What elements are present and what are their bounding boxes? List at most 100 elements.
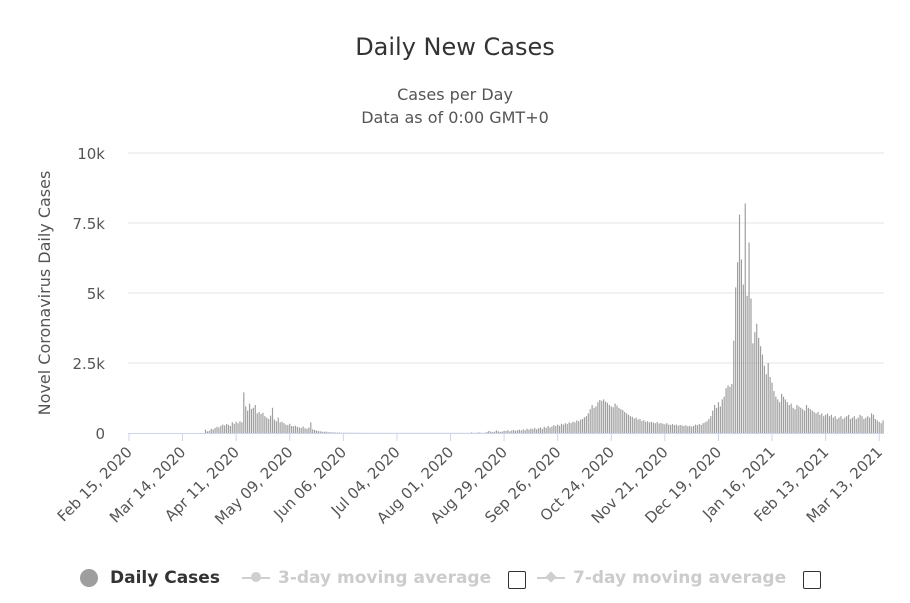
- bar: [758, 337, 760, 433]
- bar: [867, 416, 869, 433]
- bar: [756, 323, 758, 433]
- bar: [786, 402, 788, 433]
- legend-marker-circle-icon: [80, 569, 98, 587]
- bar: [631, 416, 633, 433]
- bar: [754, 332, 756, 433]
- bar: [779, 402, 781, 433]
- bar: [675, 424, 677, 433]
- bar: [792, 407, 794, 433]
- legend-item-3-day-average[interactable]: 3-day moving average: [242, 564, 491, 592]
- bar: [266, 417, 268, 433]
- y-tick-label: 0: [95, 425, 105, 443]
- toggle-7-day-average-checkbox[interactable]: [803, 571, 821, 589]
- bar: [252, 407, 254, 433]
- bar: [736, 262, 739, 433]
- bar: [218, 427, 220, 433]
- bar: [664, 424, 666, 433]
- bar: [570, 423, 572, 433]
- bar: [308, 427, 310, 433]
- bar: [486, 431, 488, 433]
- legend-item-7-day-average[interactable]: 7-day moving average: [537, 564, 786, 592]
- bar: [256, 413, 258, 433]
- bar: [589, 409, 591, 433]
- bar: [564, 423, 566, 433]
- bar: [505, 431, 507, 433]
- bar: [689, 425, 691, 433]
- bar: [826, 413, 829, 433]
- bar: [547, 426, 549, 433]
- bar: [714, 405, 716, 433]
- bar: [637, 419, 639, 433]
- toggle-3-day-average-checkbox[interactable]: [508, 571, 526, 589]
- bar: [545, 427, 547, 433]
- bar: [317, 431, 320, 433]
- bar: [696, 425, 698, 433]
- bar: [832, 417, 834, 433]
- bar: [306, 428, 308, 433]
- bar: [583, 417, 586, 433]
- bar: [872, 414, 875, 433]
- bar: [273, 419, 276, 433]
- bar: [723, 396, 725, 433]
- bar: [302, 426, 304, 433]
- legend-marker-diamond-icon: [537, 577, 565, 579]
- bar: [587, 413, 589, 433]
- chart-legend: Daily Cases 3-day moving average 7-day m…: [0, 564, 910, 592]
- bar: [794, 409, 796, 433]
- y-tick-label: 5k: [87, 285, 106, 303]
- bar: [800, 407, 802, 433]
- bar: [870, 413, 873, 433]
- bar: [848, 414, 850, 433]
- bar: [543, 426, 545, 433]
- legend-item-daily-cases[interactable]: Daily Cases: [80, 564, 220, 592]
- bar: [777, 399, 779, 433]
- bar: [241, 422, 243, 433]
- bar: [516, 430, 519, 433]
- bar: [553, 425, 555, 433]
- bar: [668, 424, 670, 433]
- bar: [851, 417, 854, 433]
- bar: [312, 429, 314, 433]
- bar: [296, 426, 298, 433]
- bar: [652, 422, 654, 433]
- bar: [694, 424, 697, 433]
- bar: [670, 424, 672, 433]
- bar: [530, 428, 532, 433]
- bar: [222, 424, 224, 433]
- bar: [254, 405, 256, 433]
- bar: [662, 423, 664, 433]
- bar: [235, 421, 237, 433]
- bar: [679, 424, 681, 433]
- bar: [627, 414, 630, 433]
- bar: [289, 423, 291, 433]
- bar: [490, 431, 492, 433]
- bar: [775, 396, 777, 433]
- bar: [277, 417, 279, 433]
- bar: [844, 417, 846, 433]
- bar: [658, 423, 660, 433]
- bar: [855, 419, 857, 433]
- bar: [327, 432, 329, 433]
- bar: [771, 382, 773, 433]
- bar: [503, 430, 505, 433]
- bar: [314, 429, 316, 433]
- bar: [499, 431, 501, 433]
- bar: [759, 346, 762, 433]
- bar: [859, 414, 861, 433]
- bar: [518, 429, 520, 433]
- legend-marker-line-icon: [242, 572, 270, 582]
- bar: [840, 416, 842, 433]
- bar: [566, 424, 568, 433]
- bar: [691, 426, 693, 433]
- bar: [325, 431, 327, 433]
- bar: [470, 432, 473, 433]
- bar: [687, 426, 689, 433]
- bar: [580, 419, 582, 433]
- bar: [271, 407, 274, 433]
- bar: [698, 424, 700, 433]
- bar: [744, 203, 746, 433]
- bar: [673, 425, 676, 433]
- bar: [616, 405, 618, 433]
- bar: [233, 423, 235, 433]
- bar: [250, 408, 253, 433]
